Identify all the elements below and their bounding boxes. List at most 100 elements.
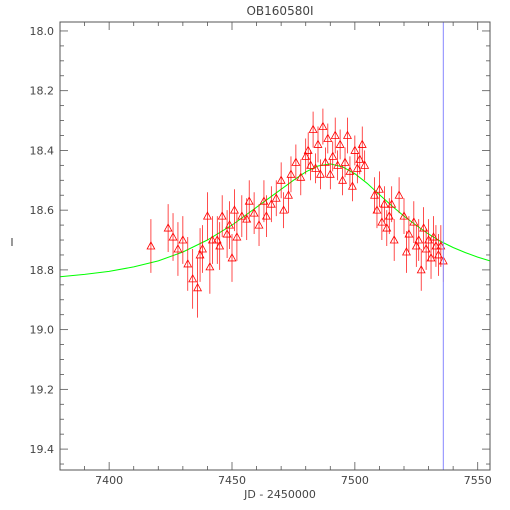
data-point xyxy=(421,228,431,270)
triangle-marker xyxy=(227,253,237,262)
y-tick-label: 19.0 xyxy=(30,324,55,337)
triangle-marker xyxy=(416,265,426,274)
triangle-marker xyxy=(279,205,289,214)
data-point xyxy=(242,198,252,241)
x-tick-label: 7450 xyxy=(218,474,246,487)
data-point xyxy=(308,111,318,148)
model-curve xyxy=(59,163,491,278)
data-point xyxy=(325,159,335,190)
data-point xyxy=(261,195,271,238)
triangle-marker xyxy=(146,241,156,250)
triangle-marker xyxy=(379,199,389,208)
data-point xyxy=(217,195,227,238)
triangle-marker xyxy=(436,241,446,250)
data-point xyxy=(374,171,384,208)
data-point xyxy=(350,135,360,166)
triangle-marker xyxy=(345,166,355,175)
triangle-marker xyxy=(237,211,247,220)
triangle-marker xyxy=(183,259,193,268)
triangle-marker xyxy=(229,205,239,214)
triangle-marker xyxy=(357,139,367,148)
data-point xyxy=(409,201,419,244)
triangle-marker xyxy=(338,175,348,184)
triangle-marker xyxy=(284,190,293,199)
data-point xyxy=(249,192,259,235)
x-tick-label: 7500 xyxy=(341,474,369,487)
triangle-marker xyxy=(301,151,311,160)
triangle-marker xyxy=(429,232,438,241)
data-point xyxy=(291,144,301,181)
x-tick-label: 7400 xyxy=(95,474,123,487)
data-point xyxy=(225,201,235,249)
data-point xyxy=(352,153,362,184)
data-point xyxy=(222,210,232,258)
triangle-marker xyxy=(411,241,421,250)
triangle-marker xyxy=(212,235,222,244)
triangle-marker xyxy=(352,163,362,172)
triangle-marker xyxy=(323,133,333,142)
triangle-marker xyxy=(318,121,328,130)
data-point xyxy=(212,216,222,264)
data-point xyxy=(178,216,188,264)
triangle-marker xyxy=(205,262,215,271)
triangle-marker xyxy=(261,211,271,220)
data-point xyxy=(227,234,237,282)
triangle-marker xyxy=(276,175,286,184)
x-axis-title: JD - 2450000 xyxy=(243,488,316,501)
data-point xyxy=(389,219,399,261)
data-point xyxy=(320,147,330,178)
data-point xyxy=(244,180,254,223)
y-tick-label: 19.4 xyxy=(30,443,55,456)
data-points-layer xyxy=(146,108,448,318)
data-point xyxy=(347,171,357,202)
data-point xyxy=(416,248,426,291)
triangle-marker xyxy=(355,154,365,163)
data-point xyxy=(429,216,438,258)
triangle-marker xyxy=(360,160,370,169)
data-point xyxy=(419,207,429,249)
triangle-marker xyxy=(382,223,392,232)
data-point xyxy=(315,159,325,190)
data-point xyxy=(340,147,350,178)
triangle-marker xyxy=(350,145,360,154)
triangle-marker xyxy=(178,235,188,244)
triangle-marker xyxy=(389,235,399,244)
data-point xyxy=(173,222,183,276)
triangle-marker xyxy=(168,232,178,241)
data-point xyxy=(370,177,379,214)
data-point xyxy=(424,219,434,261)
triangle-marker xyxy=(330,130,340,139)
triangle-marker xyxy=(433,250,443,259)
data-point xyxy=(345,156,355,187)
triangle-marker xyxy=(370,190,379,199)
data-point xyxy=(436,225,446,267)
data-point xyxy=(431,225,441,267)
data-point xyxy=(259,180,269,223)
data-point xyxy=(237,195,247,238)
data-point xyxy=(355,144,365,175)
triangle-marker xyxy=(325,169,335,178)
data-point xyxy=(318,108,328,145)
data-point xyxy=(313,126,323,163)
triangle-marker xyxy=(244,196,254,205)
triangle-marker xyxy=(377,217,387,226)
data-point xyxy=(379,186,389,223)
triangle-marker xyxy=(173,244,183,253)
data-point xyxy=(401,231,411,273)
data-point xyxy=(232,213,242,261)
model-curve-layer xyxy=(59,163,491,278)
triangle-marker xyxy=(217,211,227,220)
triangle-marker xyxy=(333,160,343,169)
data-point xyxy=(193,257,203,318)
data-point xyxy=(426,237,436,279)
plot-frame xyxy=(59,21,491,471)
data-point xyxy=(284,177,293,214)
triangle-marker xyxy=(242,214,252,223)
triangle-marker xyxy=(372,205,382,214)
triangle-marker xyxy=(222,229,232,238)
data-point xyxy=(254,204,264,246)
data-point xyxy=(338,165,348,196)
triangle-marker xyxy=(431,241,441,250)
data-point xyxy=(168,213,178,261)
